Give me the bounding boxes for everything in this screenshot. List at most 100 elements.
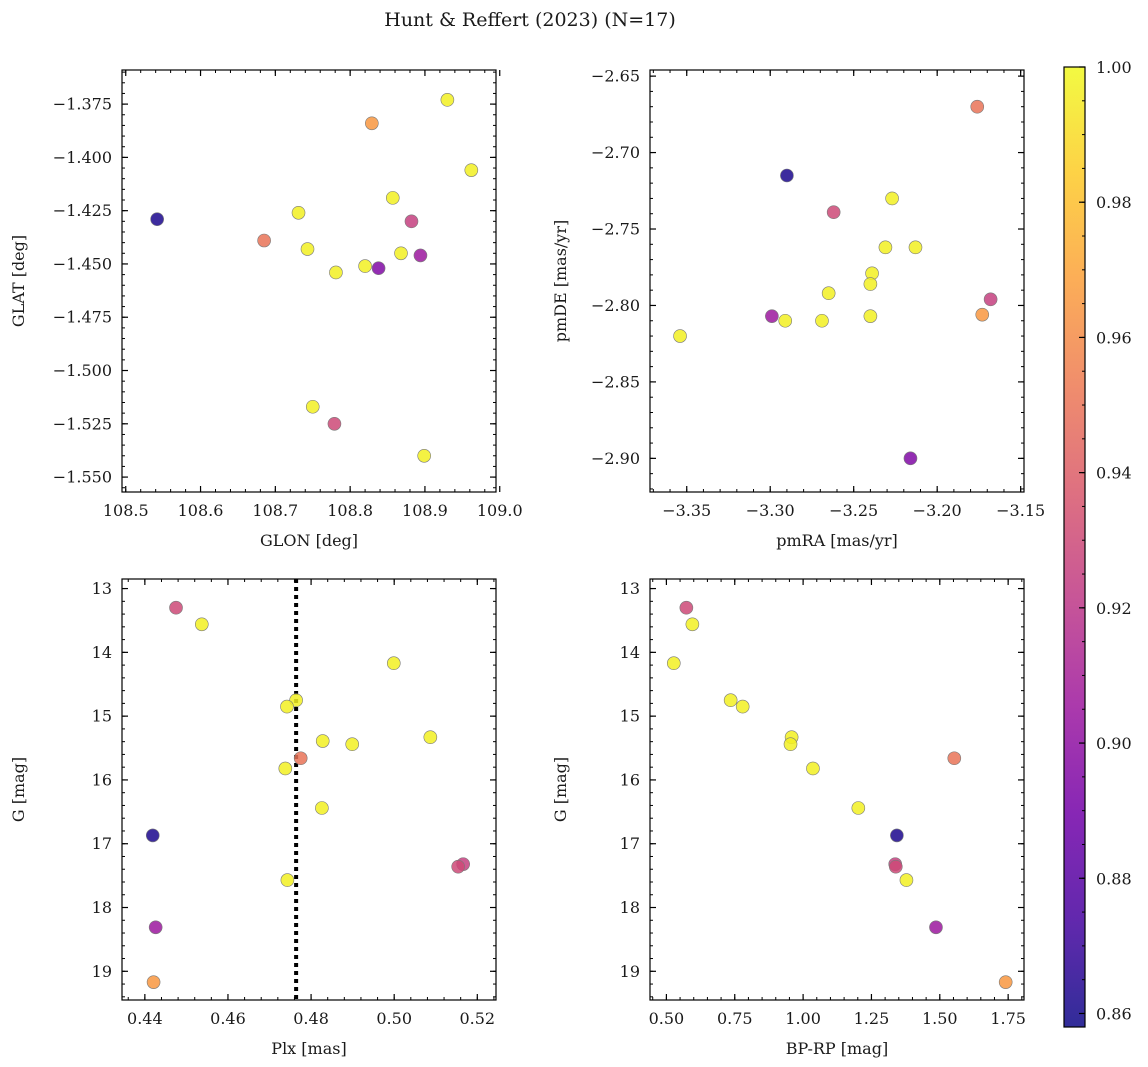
colorbar-tick-label: 0.90 <box>1096 734 1132 753</box>
x-tick-label: 108.8 <box>327 501 373 520</box>
scatter-point <box>280 873 295 887</box>
y-tick-label: −2.70 <box>591 143 640 162</box>
scatter-point <box>806 761 820 776</box>
y-tick-label: −2.80 <box>591 296 640 315</box>
y-axis-label: GLAT [deg] <box>9 235 28 327</box>
colorbar-frame <box>1063 66 1086 1028</box>
panel-parallax-magnitude: 0.44 0.46 0.48 0.50 0.52 13 14 15 16 17 18 19 Plx [m… <box>9 578 497 1058</box>
scatter-point <box>327 416 342 431</box>
scatter-point <box>146 975 161 989</box>
scatter-point <box>358 259 372 273</box>
scatter-point <box>778 313 793 328</box>
x-tick-label: 0.52 <box>459 1009 495 1028</box>
y-tick-label: 15 <box>92 707 112 726</box>
scatter-point <box>899 873 914 887</box>
scatter-point <box>851 801 866 815</box>
x-tick-label: 1.75 <box>990 1009 1026 1028</box>
scatter-point <box>903 451 918 466</box>
scatter-point <box>863 277 878 291</box>
y-tick-label: 15 <box>620 707 640 726</box>
colorbar-tick-label: 0.98 <box>1096 193 1132 212</box>
y-tick-label: −1.425 <box>53 201 112 220</box>
scatter-point <box>947 751 962 766</box>
colorbar: 0.86 0.88 0.90 0.92 0.94 0.96 0.98 1.00 <box>1063 58 1132 1028</box>
y-tick-label: 17 <box>92 834 112 853</box>
scatter-point <box>413 248 428 263</box>
scatter-point <box>890 828 904 843</box>
scatter-point <box>194 617 209 632</box>
x-tick-label: 1.50 <box>922 1009 958 1028</box>
y-tick-label: 14 <box>92 643 112 662</box>
scatter-point <box>970 99 985 114</box>
scatter-point <box>257 233 271 248</box>
y-tick-label: 13 <box>620 579 640 598</box>
colorbar-tick-label: 1.00 <box>1096 58 1132 77</box>
scatter-point <box>878 240 893 255</box>
colorbar-tick-label: 0.94 <box>1096 464 1132 483</box>
scatter-point <box>417 448 431 463</box>
y-tick-label: −2.65 <box>591 67 640 86</box>
y-tick-label: 16 <box>620 770 640 789</box>
y-tick-label: 14 <box>620 643 640 662</box>
x-axis-label: GLON [deg] <box>260 531 358 550</box>
scatter-point <box>685 617 700 632</box>
scatter-point <box>723 693 738 707</box>
scatter-point <box>385 191 400 205</box>
y-tick-label: −1.450 <box>53 254 112 273</box>
scatter-point <box>329 265 343 280</box>
x-tick-label: 108.5 <box>103 501 149 520</box>
scatter-point <box>278 761 293 776</box>
colorbar-tick-label: 0.86 <box>1096 1004 1132 1023</box>
axes-frame <box>649 69 1025 493</box>
scatter-point <box>929 920 943 935</box>
scatter-point <box>863 309 878 323</box>
y-tick-label: 19 <box>92 962 112 981</box>
x-axis-label: pmRA [mas/yr] <box>776 531 898 550</box>
x-axis-label: BP-RP [mag] <box>786 1039 888 1058</box>
colorbar-tick-label: 0.92 <box>1096 599 1132 618</box>
colorbar-gradient <box>1064 67 1085 1027</box>
y-axis-label: pmDE [mas/yr] <box>551 220 570 343</box>
scatter-point <box>145 828 160 843</box>
panel-position: 108.5 108.6 108.7 108.8 108.9 109.0 −1.375 −1.4… <box>9 69 523 550</box>
y-tick-label: 13 <box>92 579 112 598</box>
scatter-point <box>908 240 923 255</box>
y-tick-label: 17 <box>620 834 640 853</box>
scatter-point <box>666 656 681 671</box>
y-tick-label: −1.500 <box>53 361 112 380</box>
scatter-point <box>423 730 438 744</box>
scatter-point <box>815 313 829 328</box>
scatter-point <box>169 600 183 615</box>
x-tick-label: −3.20 <box>913 501 962 520</box>
scatter-point <box>975 307 990 322</box>
scatter-point <box>826 205 841 219</box>
scatter-point <box>150 212 164 226</box>
scatter-point <box>300 242 315 256</box>
panel-proper-motion: −3.35 −3.30 −3.25 −3.20 −3.15 −2.65 −2.70 −2.75… <box>551 67 1045 550</box>
x-tick-label: 0.44 <box>127 1009 163 1028</box>
x-tick-label: −3.30 <box>746 501 795 520</box>
scatter-point <box>888 859 903 874</box>
scatter-point <box>280 699 294 714</box>
y-axis-label: G [mag] <box>9 757 28 822</box>
x-tick-label: 109.0 <box>477 501 523 520</box>
scatter-point <box>679 600 694 615</box>
panels: 108.5 108.6 108.7 108.8 108.9 109.0 −1.375 −1.4… <box>9 67 1045 1058</box>
y-tick-label: −1.475 <box>53 308 112 327</box>
scatter-point <box>315 734 330 748</box>
y-tick-label: −2.90 <box>591 449 640 468</box>
scatter-point <box>765 309 779 323</box>
x-tick-label: 0.50 <box>649 1009 685 1028</box>
scatter-point <box>371 261 386 276</box>
figure-title: Hunt & Reffert (2023) (N=17) <box>384 9 676 31</box>
scatter-point <box>821 286 836 301</box>
colorbar-tick-label: 0.96 <box>1096 328 1132 347</box>
scatter-point <box>464 163 479 177</box>
scatter-point <box>365 116 379 131</box>
axes-frame <box>649 578 1025 1001</box>
scatter-point <box>386 656 401 671</box>
scatter-point <box>998 975 1013 989</box>
scatter-point <box>291 205 306 220</box>
scatter-point <box>315 801 329 815</box>
